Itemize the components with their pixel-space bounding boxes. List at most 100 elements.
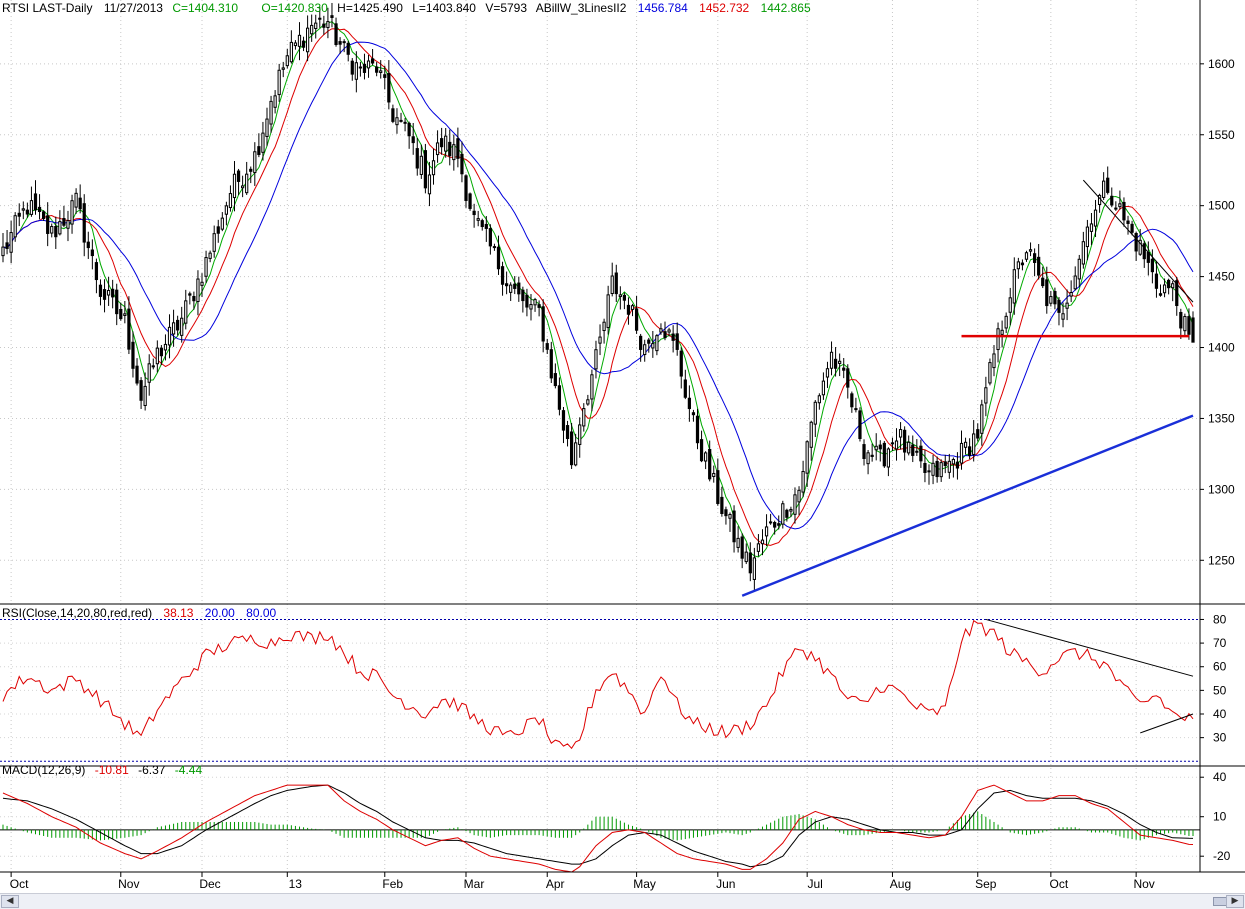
rsi-line	[2, 619, 1194, 750]
horizontal-scrollbar[interactable]: ◀ ▶	[0, 893, 1245, 909]
candle-body	[21, 208, 25, 211]
candle-body	[931, 462, 935, 476]
candle-body	[610, 275, 614, 295]
macd-tick-label: 40	[1213, 770, 1227, 784]
candle-body	[448, 141, 452, 157]
candle-body	[602, 321, 606, 332]
candle-body	[1053, 291, 1057, 305]
candle-body	[606, 294, 610, 329]
candle-body	[748, 552, 752, 574]
rsi-tick-label: 50	[1213, 683, 1227, 697]
candle-body	[13, 215, 17, 238]
candle-body	[62, 218, 66, 226]
candle-body	[862, 444, 866, 459]
candle-body	[553, 373, 557, 387]
candle-body	[736, 537, 740, 548]
scroll-right-arrow-icon[interactable]: ▶	[1226, 895, 1244, 908]
candle-body	[1183, 316, 1187, 332]
candle-body	[265, 118, 269, 137]
x-tick-label: Feb	[382, 877, 403, 891]
date-label: 11/27/2013	[104, 1, 163, 15]
candle-body	[890, 442, 895, 445]
candle-body	[813, 401, 817, 425]
candle-body	[565, 425, 570, 440]
candle-body	[232, 173, 237, 199]
candle-body	[1142, 243, 1146, 260]
trendline-blue	[741, 414, 1194, 597]
candle-body	[976, 429, 980, 439]
candle-body	[622, 294, 627, 301]
candle-body	[675, 333, 679, 350]
candle-body	[582, 408, 586, 427]
candle-body	[829, 351, 834, 369]
candle-body	[935, 460, 939, 478]
price-tick-label: 1350	[1208, 411, 1235, 425]
candle-body	[886, 448, 891, 468]
price-tick-label: 1550	[1208, 128, 1235, 142]
rsi-tick-label: 30	[1213, 731, 1227, 745]
candle-body	[419, 155, 423, 175]
candle-body	[744, 551, 748, 563]
candle-body	[821, 380, 826, 396]
candle-body	[1110, 195, 1114, 206]
ma-fast-value: 1442.865	[761, 1, 811, 15]
moving-average-blue	[2, 41, 1194, 530]
macd-signal-line	[2, 784, 1194, 868]
candle-body	[1073, 275, 1077, 290]
candle-body	[785, 509, 789, 518]
candle-body	[204, 257, 208, 277]
candle-body	[842, 367, 846, 371]
x-tick-label: Jun	[716, 877, 735, 891]
candle-body	[74, 192, 78, 208]
candle-body	[1150, 258, 1154, 273]
moving-average-green	[2, 21, 1194, 558]
candle-body	[773, 522, 777, 528]
candle-body	[858, 410, 862, 439]
candle-body	[379, 70, 383, 73]
candle-body	[878, 444, 882, 450]
candle-body	[293, 42, 298, 47]
candle-body	[846, 368, 850, 388]
x-tick-label: 13	[289, 877, 303, 891]
candle-body	[569, 431, 574, 466]
candle-body	[679, 350, 683, 377]
rsi-tick-label: 40	[1213, 707, 1227, 721]
candle-body	[94, 262, 99, 281]
candle-body	[500, 266, 505, 285]
candle-body	[1167, 279, 1171, 289]
candle-body	[375, 66, 379, 73]
candle-body	[630, 305, 635, 310]
candle-body	[793, 494, 797, 515]
candle-body	[760, 539, 765, 545]
volume-value: V=5793	[485, 1, 527, 15]
candle-body	[224, 205, 228, 215]
candle-body	[143, 385, 147, 407]
x-tick-label: Apr	[546, 877, 565, 891]
candle-body	[533, 299, 537, 306]
candle-body	[90, 249, 94, 257]
rsi-tick-label: 70	[1213, 636, 1227, 650]
x-tick-label: Mar	[464, 877, 485, 891]
candle-body	[1179, 311, 1183, 329]
candle-body	[955, 461, 960, 469]
candle-body	[314, 22, 318, 29]
candle-body	[509, 284, 513, 293]
candle-body	[245, 173, 249, 194]
candle-body	[984, 387, 988, 404]
candle-body	[407, 122, 411, 137]
candle-body	[310, 24, 314, 35]
candle-body	[801, 471, 805, 493]
candle-body	[817, 395, 821, 404]
candle-body	[1093, 209, 1098, 227]
candle-body	[594, 349, 598, 370]
candle-body	[1016, 261, 1020, 270]
rsi-tick-label: 60	[1213, 660, 1227, 674]
candle-body	[102, 289, 107, 300]
candle-body	[257, 146, 261, 155]
scroll-left-arrow-icon[interactable]: ◀	[1, 895, 19, 908]
x-tick-label: Aug	[890, 877, 911, 891]
candle-body	[691, 412, 696, 416]
scroll-thumb[interactable]	[1213, 897, 1227, 906]
candle-body	[86, 241, 90, 249]
